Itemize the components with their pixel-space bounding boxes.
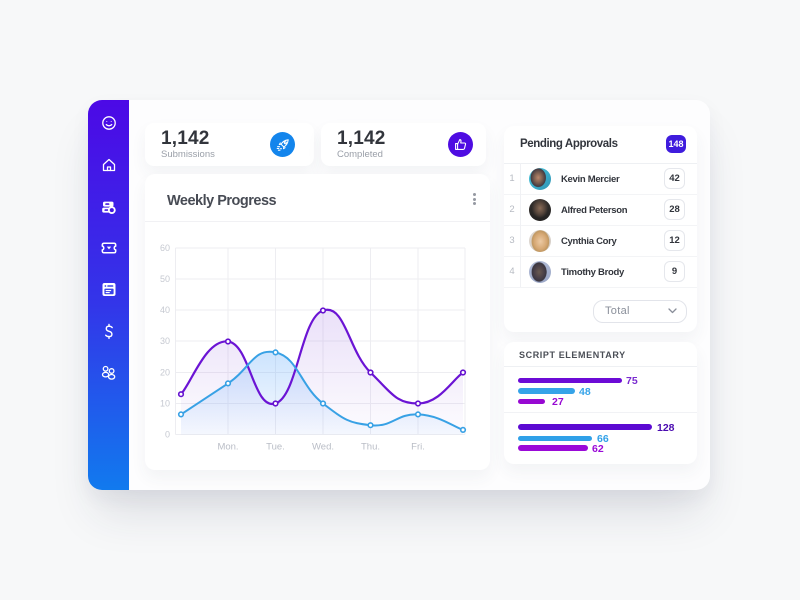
svg-text:Thu.: Thu. (361, 442, 380, 453)
svg-text:50: 50 (160, 274, 170, 284)
svg-text:Tue.: Tue. (266, 442, 285, 453)
svg-text:40: 40 (160, 305, 170, 315)
svg-text:60: 60 (160, 243, 170, 253)
svg-text:Wed.: Wed. (312, 442, 334, 453)
svg-text:Mon.: Mon. (217, 442, 238, 453)
svg-text:0: 0 (165, 430, 170, 440)
svg-text:20: 20 (160, 368, 170, 378)
svg-text:Fri.: Fri. (411, 442, 425, 453)
svg-text:30: 30 (160, 336, 170, 346)
svg-text:10: 10 (160, 399, 170, 409)
